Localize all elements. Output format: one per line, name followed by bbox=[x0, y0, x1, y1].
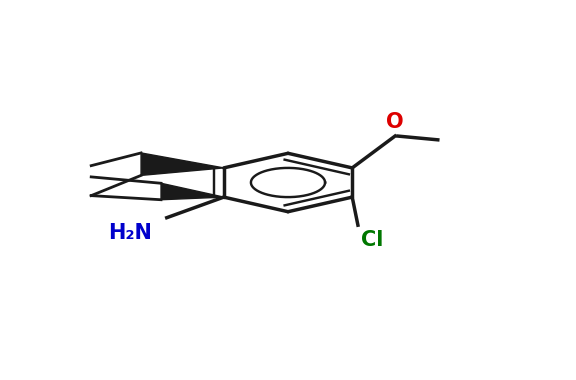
Polygon shape bbox=[141, 153, 224, 176]
Polygon shape bbox=[161, 183, 224, 200]
Text: O: O bbox=[386, 112, 404, 131]
Text: Cl: Cl bbox=[361, 230, 383, 250]
Text: H₂N: H₂N bbox=[109, 223, 153, 243]
